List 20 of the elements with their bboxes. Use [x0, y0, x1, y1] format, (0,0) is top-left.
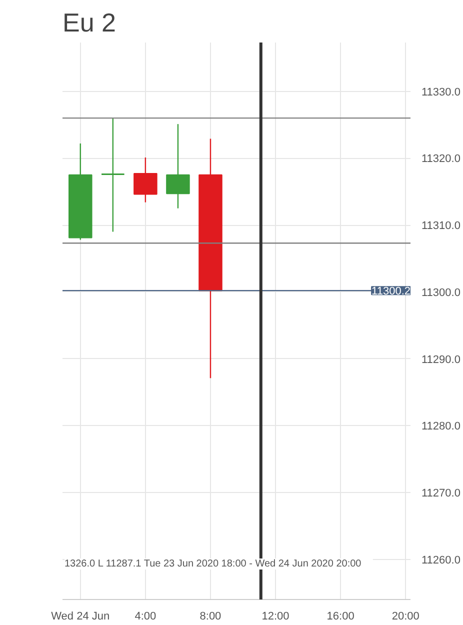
y-tick-label: 11280.0 [422, 420, 460, 433]
x-tick-label: Wed 24 Jun [51, 610, 110, 622]
y-tick-label: 11290.0 [422, 354, 460, 366]
y-tick-label: 11270.0 [422, 488, 460, 500]
candlestick [166, 123, 190, 209]
x-tick-label: 16:00 [326, 610, 354, 622]
x-tick-label: 4:00 [134, 610, 156, 622]
candlestick [134, 156, 158, 203]
y-tick-label: 11330.0 [422, 86, 460, 98]
y-tick-label: 11320.0 [422, 153, 460, 166]
y-tick-label: 11310.0 [422, 220, 460, 232]
y-tick-label: 11260.0 [422, 554, 460, 566]
x-tick-label: 12:00 [262, 610, 290, 622]
x-tick-label: 8:00 [200, 610, 222, 622]
annotation: 1326.0 L 11287.1 Tue 23 Jun 2020 18:00 - Wed 24 Jun 2020 20:00 [64, 558, 362, 570]
x-tick-label: 20:00 [392, 610, 420, 622]
chart-title: Eu 2 [62, 8, 116, 38]
y-tick-label: 11300.0 [422, 286, 460, 299]
candlestick [100, 117, 126, 232]
ref-line-label: 11300.2 [372, 286, 411, 298]
